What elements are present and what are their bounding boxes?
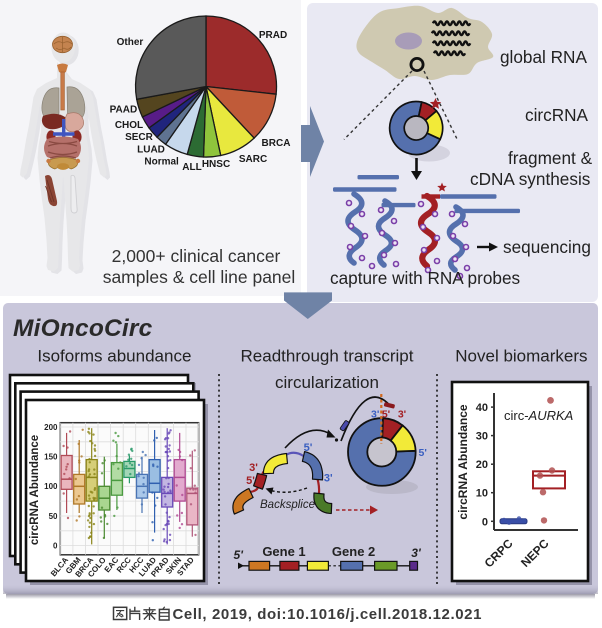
svg-text:Cell, 2019, doi:10.1016/j.cell: Cell, 2019, doi:10.1016/j.cell.2018.12.0… bbox=[173, 606, 483, 623]
svg-text:Other: Other bbox=[117, 37, 144, 48]
svg-text:30: 30 bbox=[476, 431, 488, 443]
svg-text:5': 5' bbox=[246, 475, 255, 487]
svg-text:Readthrough transcript: Readthrough transcript bbox=[241, 347, 414, 366]
svg-text:HNSC: HNSC bbox=[202, 159, 230, 170]
svg-text:MiOncoCirc: MiOncoCirc bbox=[13, 315, 153, 342]
svg-text:Normal: Normal bbox=[144, 157, 179, 168]
svg-text:sequencing: sequencing bbox=[503, 237, 591, 257]
svg-text:Novel biomarkers: Novel biomarkers bbox=[455, 347, 587, 366]
svg-text:ALL: ALL bbox=[182, 162, 201, 173]
svg-text:3': 3' bbox=[411, 546, 422, 560]
svg-text:0: 0 bbox=[53, 541, 58, 550]
svg-text:SARC: SARC bbox=[239, 154, 267, 165]
svg-text:circRNA Abundance: circRNA Abundance bbox=[29, 435, 41, 545]
svg-text:SECR: SECR bbox=[125, 132, 154, 143]
svg-text:3': 3' bbox=[249, 462, 258, 474]
svg-text:3': 3' bbox=[398, 409, 406, 421]
svg-text:BRCA: BRCA bbox=[262, 138, 291, 149]
svg-text:2,000+ clinical cancer: 2,000+ clinical cancer bbox=[112, 246, 281, 266]
svg-text:circRNA: circRNA bbox=[525, 105, 589, 125]
svg-text:10: 10 bbox=[476, 488, 488, 500]
svg-text:5': 5' bbox=[234, 548, 245, 562]
svg-text:5': 5' bbox=[304, 442, 313, 454]
svg-text:cDNA synthesis: cDNA synthesis bbox=[470, 169, 590, 189]
svg-text:200: 200 bbox=[44, 423, 58, 432]
svg-text:circRNA Abundance: circRNA Abundance bbox=[456, 404, 470, 519]
svg-text:Isoforms abundance: Isoforms abundance bbox=[37, 347, 191, 366]
svg-text:5': 5' bbox=[382, 409, 390, 421]
svg-text:3': 3' bbox=[371, 409, 379, 421]
svg-text:150: 150 bbox=[44, 453, 58, 462]
svg-text:LUAD: LUAD bbox=[137, 145, 165, 156]
svg-text:fragment &: fragment & bbox=[508, 148, 593, 168]
svg-text:CHOL: CHOL bbox=[115, 120, 143, 131]
svg-text:circ-AURKA: circ-AURKA bbox=[504, 408, 573, 423]
svg-text:50: 50 bbox=[49, 512, 58, 521]
svg-text:circularization: circularization bbox=[275, 373, 379, 392]
svg-text:40: 40 bbox=[476, 402, 488, 414]
svg-text:3': 3' bbox=[324, 473, 333, 485]
svg-text:Gene 2: Gene 2 bbox=[332, 544, 375, 559]
svg-text:100: 100 bbox=[44, 482, 58, 491]
svg-text:20: 20 bbox=[476, 459, 488, 471]
svg-text:samples & cell line panel: samples & cell line panel bbox=[103, 267, 296, 287]
svg-text:capture with RNA probes: capture with RNA probes bbox=[330, 268, 520, 288]
svg-text:Backsplice: Backsplice bbox=[260, 499, 315, 511]
svg-text:PAAD: PAAD bbox=[110, 105, 138, 116]
svg-text:PRAD: PRAD bbox=[259, 30, 287, 41]
svg-text:global RNA: global RNA bbox=[500, 47, 587, 67]
svg-text:Gene 1: Gene 1 bbox=[262, 544, 305, 559]
svg-text:5': 5' bbox=[419, 447, 427, 459]
svg-text:0: 0 bbox=[482, 516, 488, 528]
